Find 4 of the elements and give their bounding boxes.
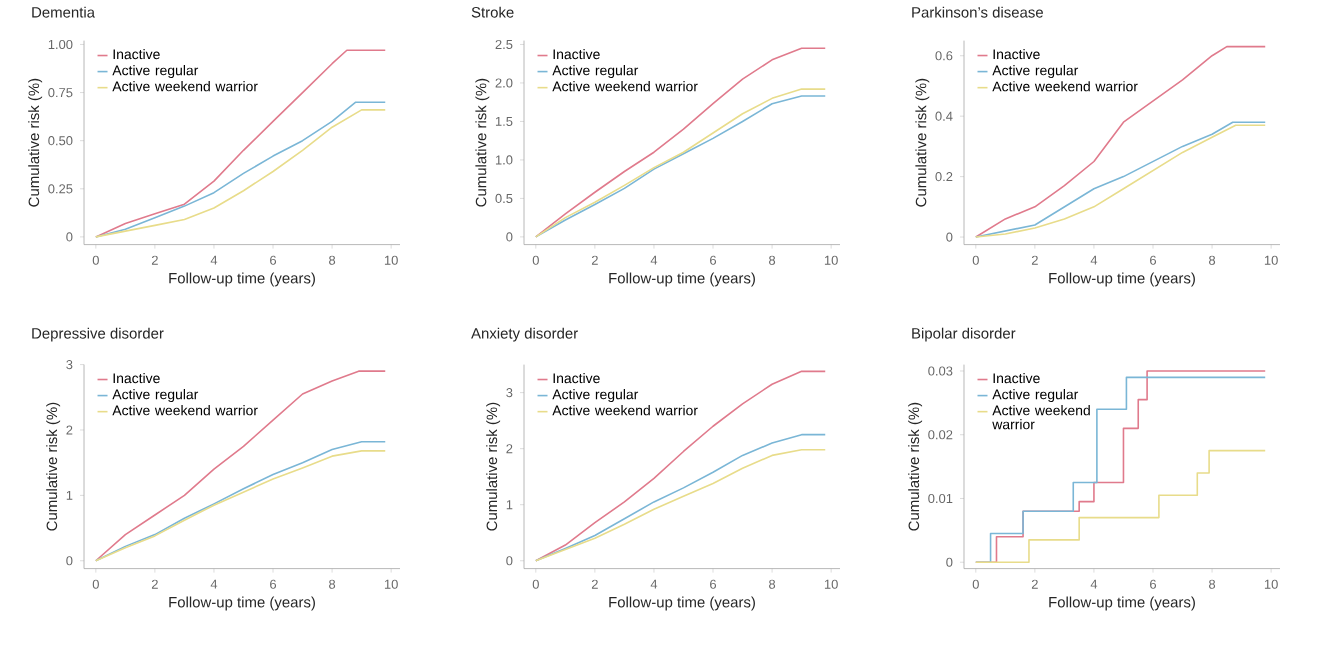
line-series — [95, 370, 387, 562]
line-series — [535, 47, 827, 238]
line-series — [95, 49, 387, 238]
line-series — [535, 370, 827, 562]
